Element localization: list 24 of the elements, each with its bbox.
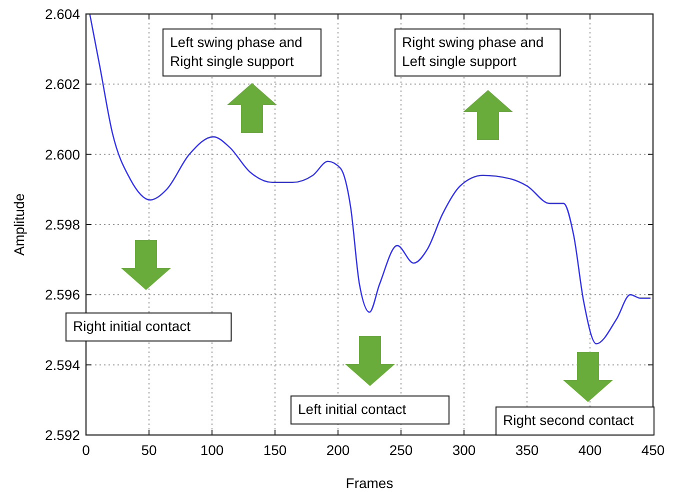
annotation: Right swing phase and Left single support xyxy=(402,34,544,69)
x-tick-label: 400 xyxy=(578,442,602,458)
y-tick-label: 2.594 xyxy=(44,356,80,373)
annotation: Left swing phase and Right single support xyxy=(170,34,302,69)
y-tick-label: 2.604 xyxy=(44,6,80,22)
x-tick-label: 50 xyxy=(141,442,157,458)
x-tick-label: 300 xyxy=(452,442,476,458)
x-tick-label: 150 xyxy=(263,442,287,458)
annotation: Left initial contact xyxy=(298,401,406,417)
y-tick-label: 2.596 xyxy=(44,286,80,303)
x-axis-title: Frames xyxy=(346,475,394,491)
x-tick-label: 200 xyxy=(326,442,350,458)
x-tick-label: 0 xyxy=(82,442,90,458)
x-tick-label: 350 xyxy=(515,442,539,458)
annotation: Right second contact xyxy=(503,412,634,428)
y-tick-label: 2.600 xyxy=(44,146,80,162)
y-tick-label: 2.598 xyxy=(44,216,80,232)
x-tick-label: 100 xyxy=(200,442,224,458)
annotation: Right initial contact xyxy=(73,318,191,334)
x-tick-label: 450 xyxy=(641,442,665,458)
y-tick-label: 2.602 xyxy=(44,76,80,92)
x-tick-label: 250 xyxy=(389,442,413,458)
y-axis-title: Amplitude xyxy=(11,193,27,256)
y-tick-label: 2.592 xyxy=(44,427,80,443)
